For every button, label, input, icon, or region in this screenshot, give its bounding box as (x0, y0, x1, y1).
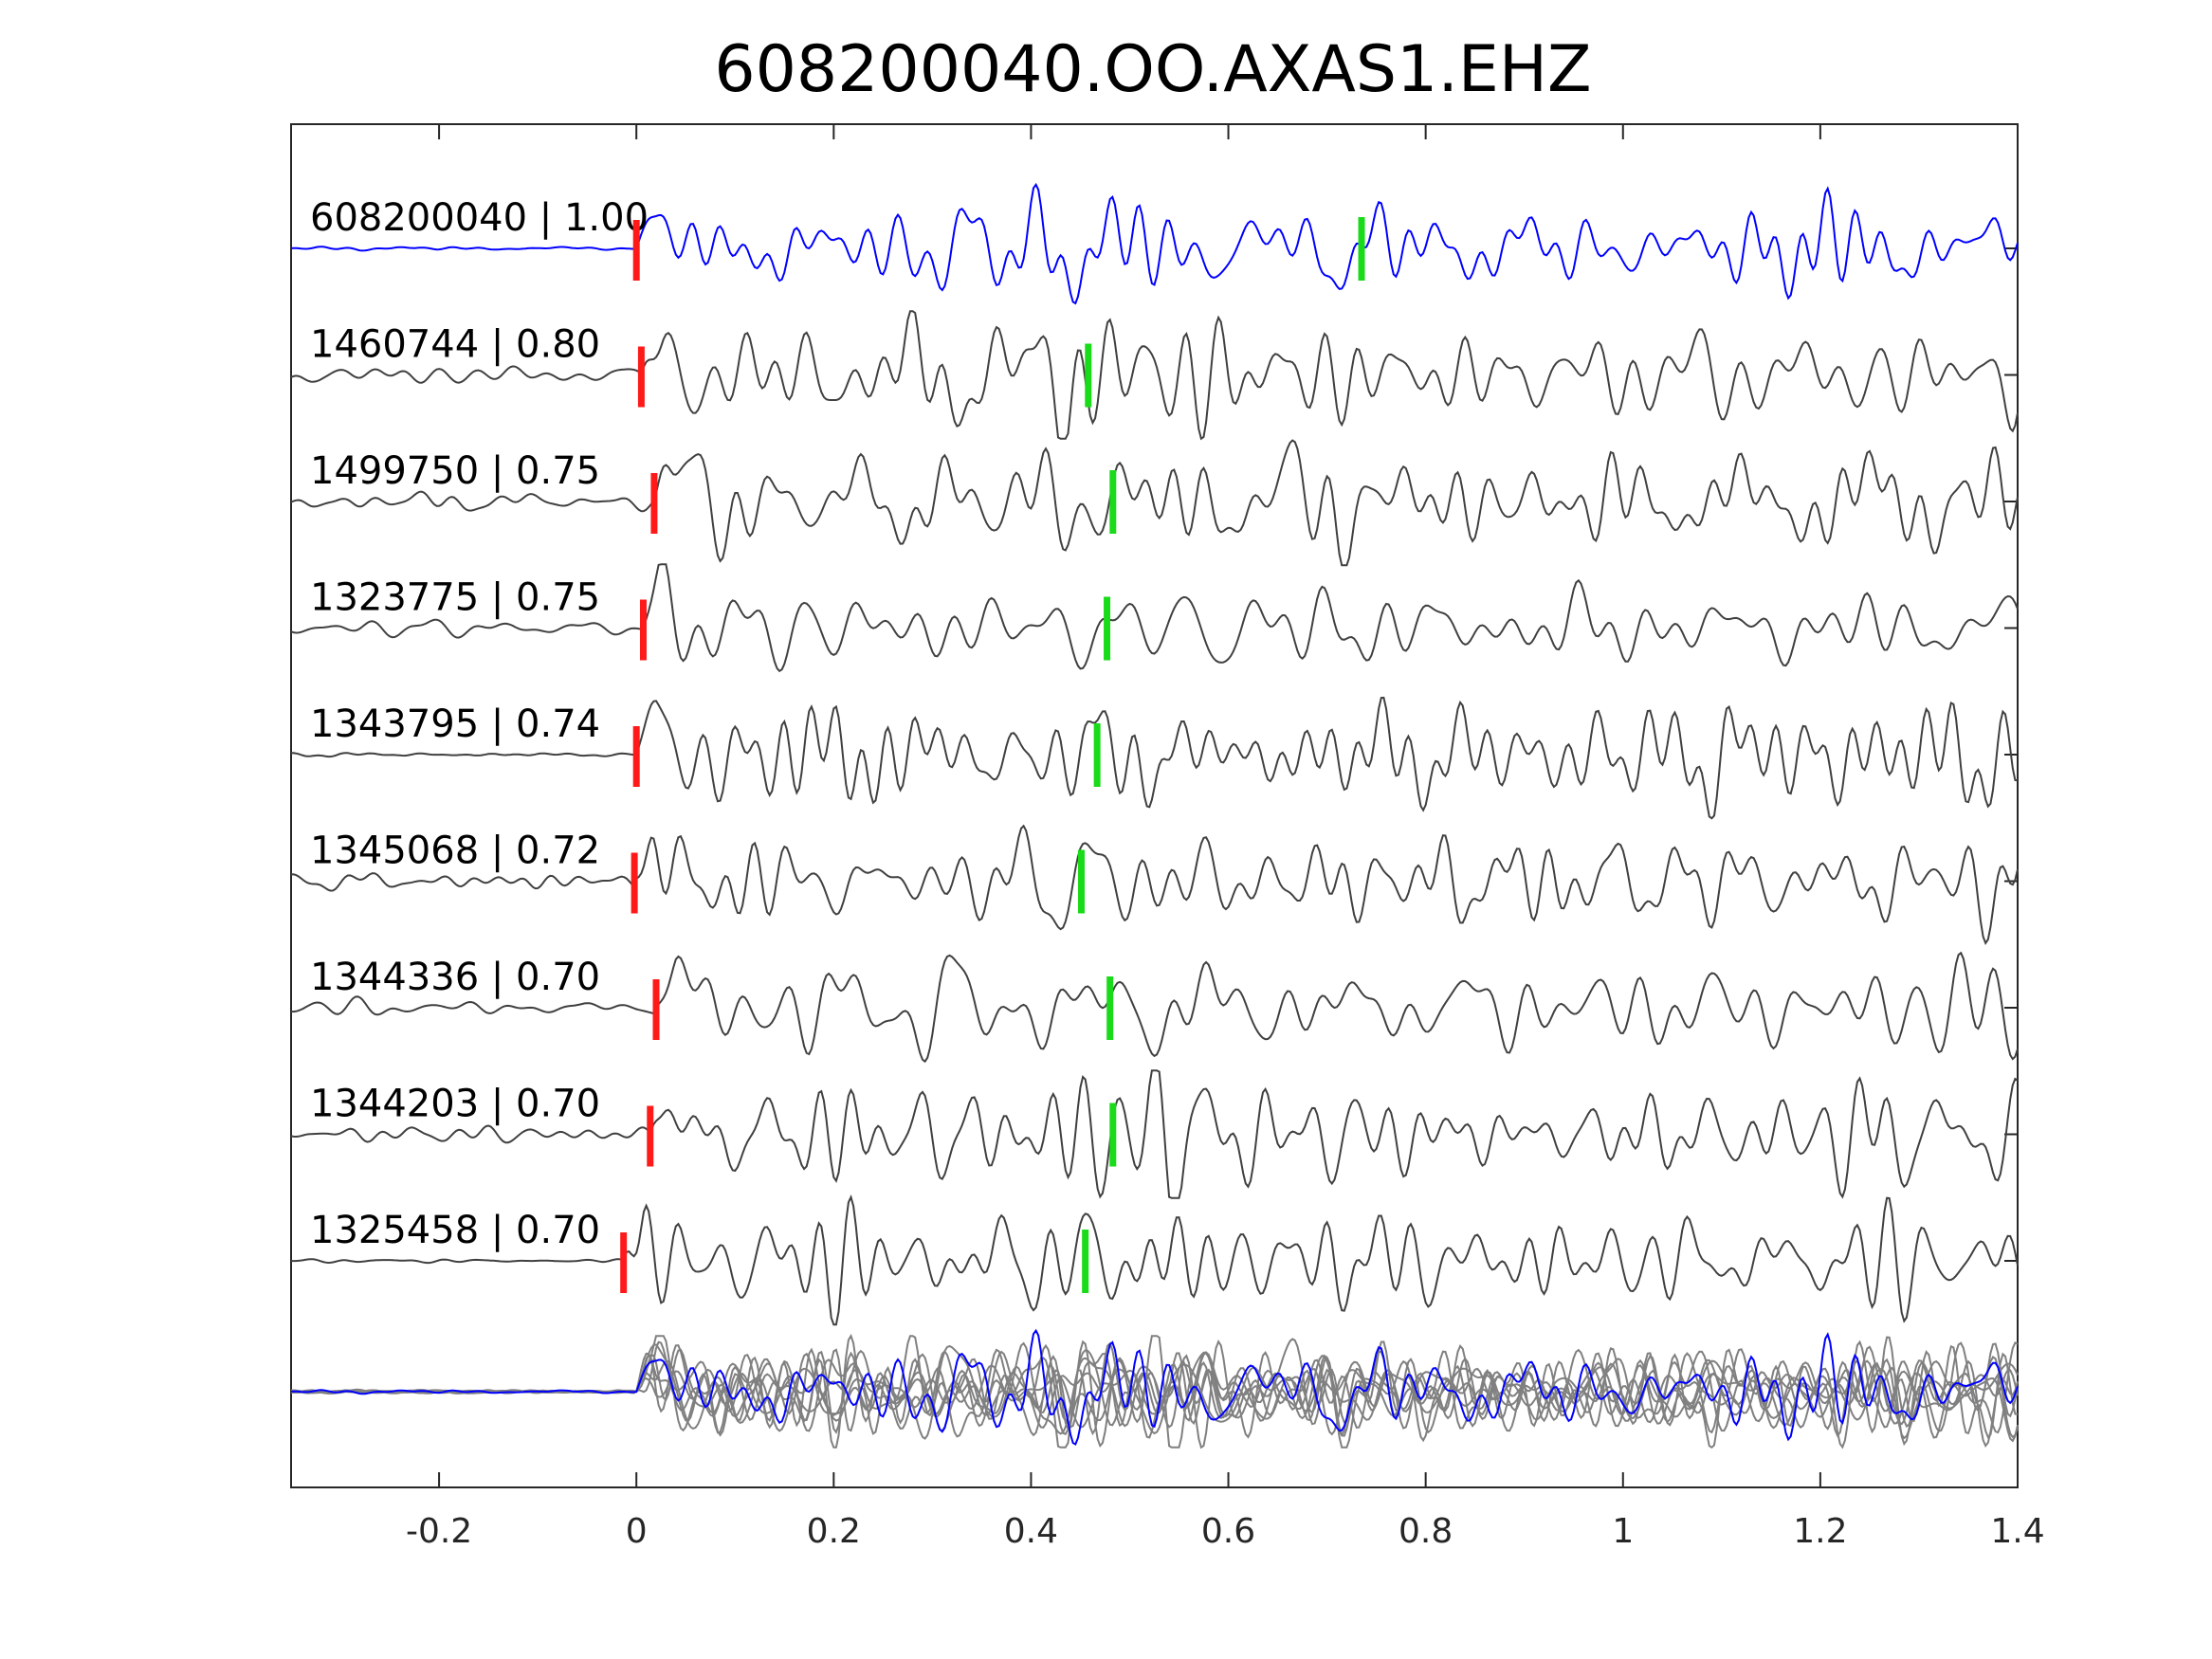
x-tick-label: 0.6 (1201, 1512, 1255, 1551)
trace-label: 1325458 | 0.70 (310, 1209, 600, 1252)
x-tick-label: 0 (626, 1512, 648, 1551)
stacked-overlay (290, 1328, 2019, 1449)
trace-line (290, 1069, 2019, 1199)
trace-line (291, 1194, 2019, 1326)
chart-title: 608200040.OO.AXAS1.EHZ (714, 32, 1591, 107)
x-tick-label: 1.2 (1793, 1512, 1847, 1551)
phase-picks (620, 217, 1365, 1293)
overlay-template-line (290, 1328, 2019, 1446)
x-tick-label: 0.4 (1004, 1512, 1058, 1551)
trace-line (290, 310, 2019, 441)
trace-label: 608200040 | 1.00 (310, 196, 649, 240)
trace-label: 1460744 | 0.80 (310, 323, 600, 367)
x-tick-label: 1 (1612, 1512, 1634, 1551)
trace-baseline-ticks (2004, 247, 2018, 1262)
trace-line (290, 182, 2019, 305)
trace-line (290, 563, 2019, 673)
trace-label: 1344203 | 0.70 (310, 1083, 600, 1126)
trace-line (290, 824, 2019, 945)
trace-line (290, 439, 2019, 567)
trace-label: 1499750 | 0.75 (310, 449, 600, 493)
trace-line (290, 951, 2019, 1064)
x-tick-label: 0.8 (1398, 1512, 1453, 1551)
trace-label: 1343795 | 0.74 (310, 702, 600, 746)
x-tick-label: -0.2 (406, 1512, 472, 1551)
trace-label: 1344336 | 0.70 (310, 956, 600, 999)
trace-labels: 608200040 | 1.00 1460744 | 0.80 1499750 | … (310, 196, 649, 1252)
trace-line (290, 696, 2019, 820)
x-axis: -0.2 0 0.2 0.4 0.6 0.8 1 1.2 1.4 (406, 124, 2045, 1551)
trace-label: 1345068 | 0.72 (310, 830, 600, 873)
axes-frame (290, 123, 2019, 1488)
x-tick-label: 0.2 (807, 1512, 861, 1551)
trace-label: 1323775 | 0.75 (310, 576, 600, 620)
x-tick-label: 1.4 (1990, 1512, 2044, 1551)
traces (290, 182, 2019, 1326)
